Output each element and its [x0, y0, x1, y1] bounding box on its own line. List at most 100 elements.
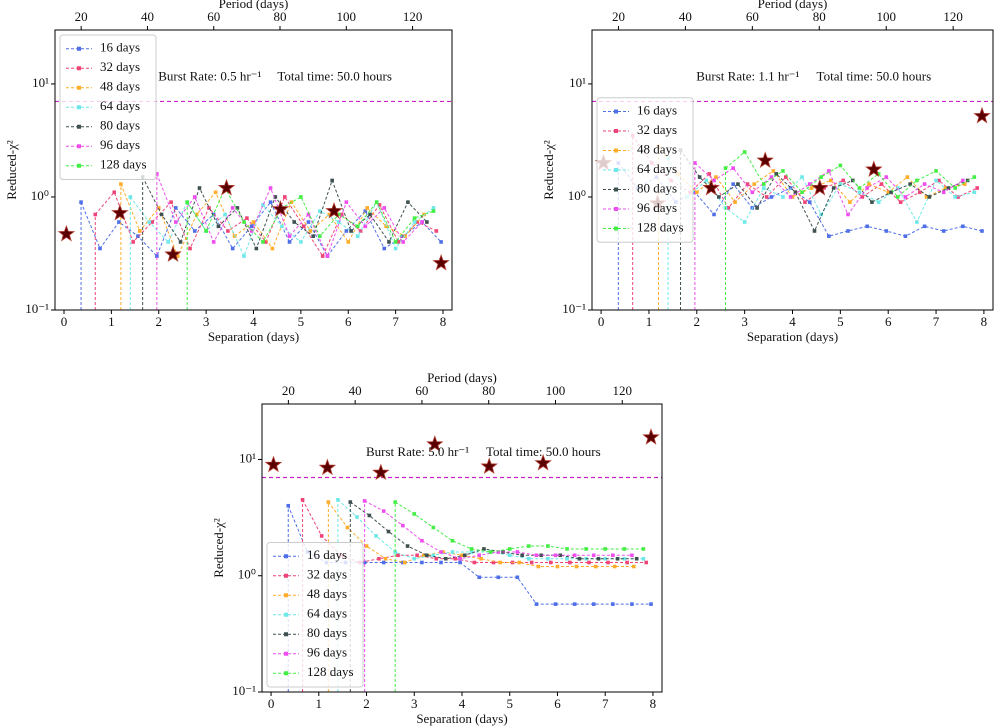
x2-tick-label: 60 [746, 9, 759, 24]
series-point [401, 523, 405, 528]
series-point [79, 200, 83, 204]
series-point [553, 553, 558, 558]
series-point [320, 254, 325, 258]
x-axis-label: Separation (days) [416, 711, 507, 726]
x-axis-label: Separation (days) [208, 329, 299, 344]
legend-marker [284, 554, 288, 559]
x-tick-label: 5 [837, 314, 844, 329]
series-point [788, 186, 793, 190]
series-point [245, 216, 249, 220]
series-point [472, 560, 477, 565]
series-point [838, 163, 843, 168]
series-point [147, 220, 152, 224]
star-marker [217, 178, 236, 196]
series-point [937, 178, 941, 183]
legend-label: 128 days [100, 157, 147, 172]
star-marker [534, 453, 552, 471]
series-point [450, 538, 455, 543]
series-point [393, 246, 398, 251]
series-point [515, 550, 520, 554]
series-point [831, 186, 836, 190]
legend-marker [284, 671, 288, 676]
series-point [922, 224, 927, 229]
series-point [192, 195, 197, 199]
x-tick-label: 8 [650, 696, 657, 711]
series-point [261, 203, 265, 207]
series-point [412, 220, 417, 224]
series-point [848, 200, 852, 204]
series-point [268, 186, 273, 190]
series-line [394, 501, 644, 553]
series-point [330, 178, 334, 183]
legend-label: 48 days [100, 79, 140, 94]
x-tick-label: 3 [741, 314, 748, 329]
series-point [980, 229, 984, 233]
x2-tick-label: 100 [337, 9, 357, 24]
series-point [355, 515, 359, 519]
star-marker [865, 160, 883, 177]
series-point [886, 190, 891, 195]
series-point [424, 553, 429, 558]
x2-tick-label: 40 [679, 9, 692, 24]
series-point [166, 240, 171, 244]
chart-panel: 0 1 2 3 4 5 6 7 8 20 40 60 80 100 120 10⁻¹ 10⁰ 10¹ Separat… [211, 370, 663, 726]
series-point [603, 556, 607, 561]
series-point [431, 553, 436, 558]
series-line [350, 501, 637, 560]
series-point [491, 560, 496, 565]
legend-marker [614, 207, 618, 211]
series-point [712, 212, 716, 217]
legend: 16 days 32 days 48 days 64 days 80 days 96 da… [266, 542, 364, 688]
series-point [300, 497, 305, 502]
legend-marker [614, 168, 618, 172]
y-axis-label: Reduced-χ² [211, 518, 226, 578]
series-point [884, 175, 889, 179]
series-point [745, 182, 750, 186]
series-point [336, 220, 341, 224]
series-point [625, 560, 629, 565]
series-point [895, 195, 900, 199]
series-point [381, 509, 386, 513]
series-point [641, 556, 646, 561]
series-point [386, 529, 391, 534]
series-point [764, 195, 769, 199]
legend-label: 128 days [307, 664, 354, 679]
series-point [401, 234, 406, 238]
series-point [876, 172, 881, 176]
series-line [80, 201, 442, 257]
star-marker [702, 178, 720, 196]
series-point [769, 195, 774, 199]
series-point [270, 246, 275, 251]
series-point [261, 240, 265, 244]
series-point [412, 216, 417, 220]
series-point [953, 186, 957, 190]
x-tick-label: 5 [506, 696, 513, 711]
series-point [565, 556, 569, 561]
series-point [771, 169, 776, 173]
series-point [282, 195, 287, 199]
series-point [781, 169, 785, 173]
series-point [406, 200, 410, 204]
legend-marker [77, 85, 81, 90]
series-point [374, 200, 379, 204]
series-point [344, 229, 349, 233]
series-point [431, 525, 436, 530]
series-point [527, 556, 531, 561]
series-point [972, 175, 977, 179]
series-point [606, 560, 610, 565]
series-point [846, 229, 850, 233]
legend-marker [284, 593, 288, 598]
series-point [622, 547, 627, 551]
series-point [534, 553, 539, 558]
series-point [207, 206, 211, 210]
legend-label: 80 days [637, 180, 677, 195]
series-point [915, 178, 919, 183]
series-point [946, 186, 951, 190]
x-tick-label: 8 [981, 314, 988, 329]
star-marker [164, 245, 182, 262]
series-point [898, 200, 903, 204]
series-point [299, 240, 303, 244]
series-point [961, 178, 965, 183]
series-point [358, 229, 363, 233]
series-point [230, 246, 235, 251]
